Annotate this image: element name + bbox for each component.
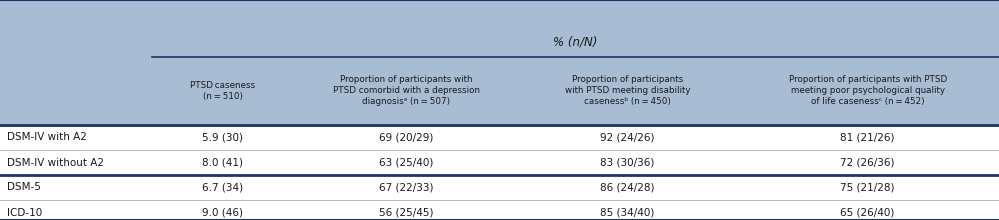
Text: 72 (26/36): 72 (26/36) xyxy=(840,158,895,167)
Bar xyxy=(0,125,999,220)
Text: DSM-IV with A2: DSM-IV with A2 xyxy=(7,132,87,143)
Text: 8.0 (41): 8.0 (41) xyxy=(202,158,244,167)
Text: ICD-10: ICD-10 xyxy=(7,207,42,218)
Text: Proportion of participants with
PTSD comorbid with a depression
diagnosisᵃ (n = : Proportion of participants with PTSD com… xyxy=(333,75,480,106)
Text: 86 (24/28): 86 (24/28) xyxy=(600,183,654,192)
Text: 83 (30/36): 83 (30/36) xyxy=(600,158,654,167)
Text: 56 (25/45): 56 (25/45) xyxy=(379,207,434,218)
Text: Proportion of participants with PTSD
meeting poor psychological quality
of life : Proportion of participants with PTSD mee… xyxy=(788,75,947,106)
Text: 9.0 (46): 9.0 (46) xyxy=(202,207,244,218)
Text: DSM-5: DSM-5 xyxy=(7,183,41,192)
Bar xyxy=(0,30,999,125)
Text: 75 (21/28): 75 (21/28) xyxy=(840,183,895,192)
Text: % (n/N): % (n/N) xyxy=(553,36,597,49)
Text: 65 (26/40): 65 (26/40) xyxy=(840,207,895,218)
Text: 63 (25/40): 63 (25/40) xyxy=(379,158,434,167)
Text: DSM-IV without A2: DSM-IV without A2 xyxy=(7,158,104,167)
Text: Proportion of participants
with PTSD meeting disability
casenessᵇ (n = 450): Proportion of participants with PTSD mee… xyxy=(564,75,690,106)
Text: 81 (21/26): 81 (21/26) xyxy=(840,132,895,143)
Text: 69 (20/29): 69 (20/29) xyxy=(379,132,434,143)
Text: 92 (24/26): 92 (24/26) xyxy=(600,132,654,143)
Text: 85 (34/40): 85 (34/40) xyxy=(600,207,654,218)
Text: 5.9 (30): 5.9 (30) xyxy=(202,132,244,143)
Text: PTSD caseness
(n = 510): PTSD caseness (n = 510) xyxy=(190,81,256,101)
Text: 6.7 (34): 6.7 (34) xyxy=(202,183,244,192)
Text: 67 (22/33): 67 (22/33) xyxy=(379,183,434,192)
